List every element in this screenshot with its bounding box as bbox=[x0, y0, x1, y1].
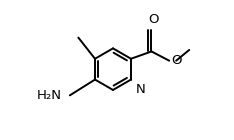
Text: O: O bbox=[172, 54, 182, 67]
Text: O: O bbox=[148, 13, 158, 26]
Text: H₂N: H₂N bbox=[37, 89, 61, 102]
Text: N: N bbox=[136, 83, 145, 96]
